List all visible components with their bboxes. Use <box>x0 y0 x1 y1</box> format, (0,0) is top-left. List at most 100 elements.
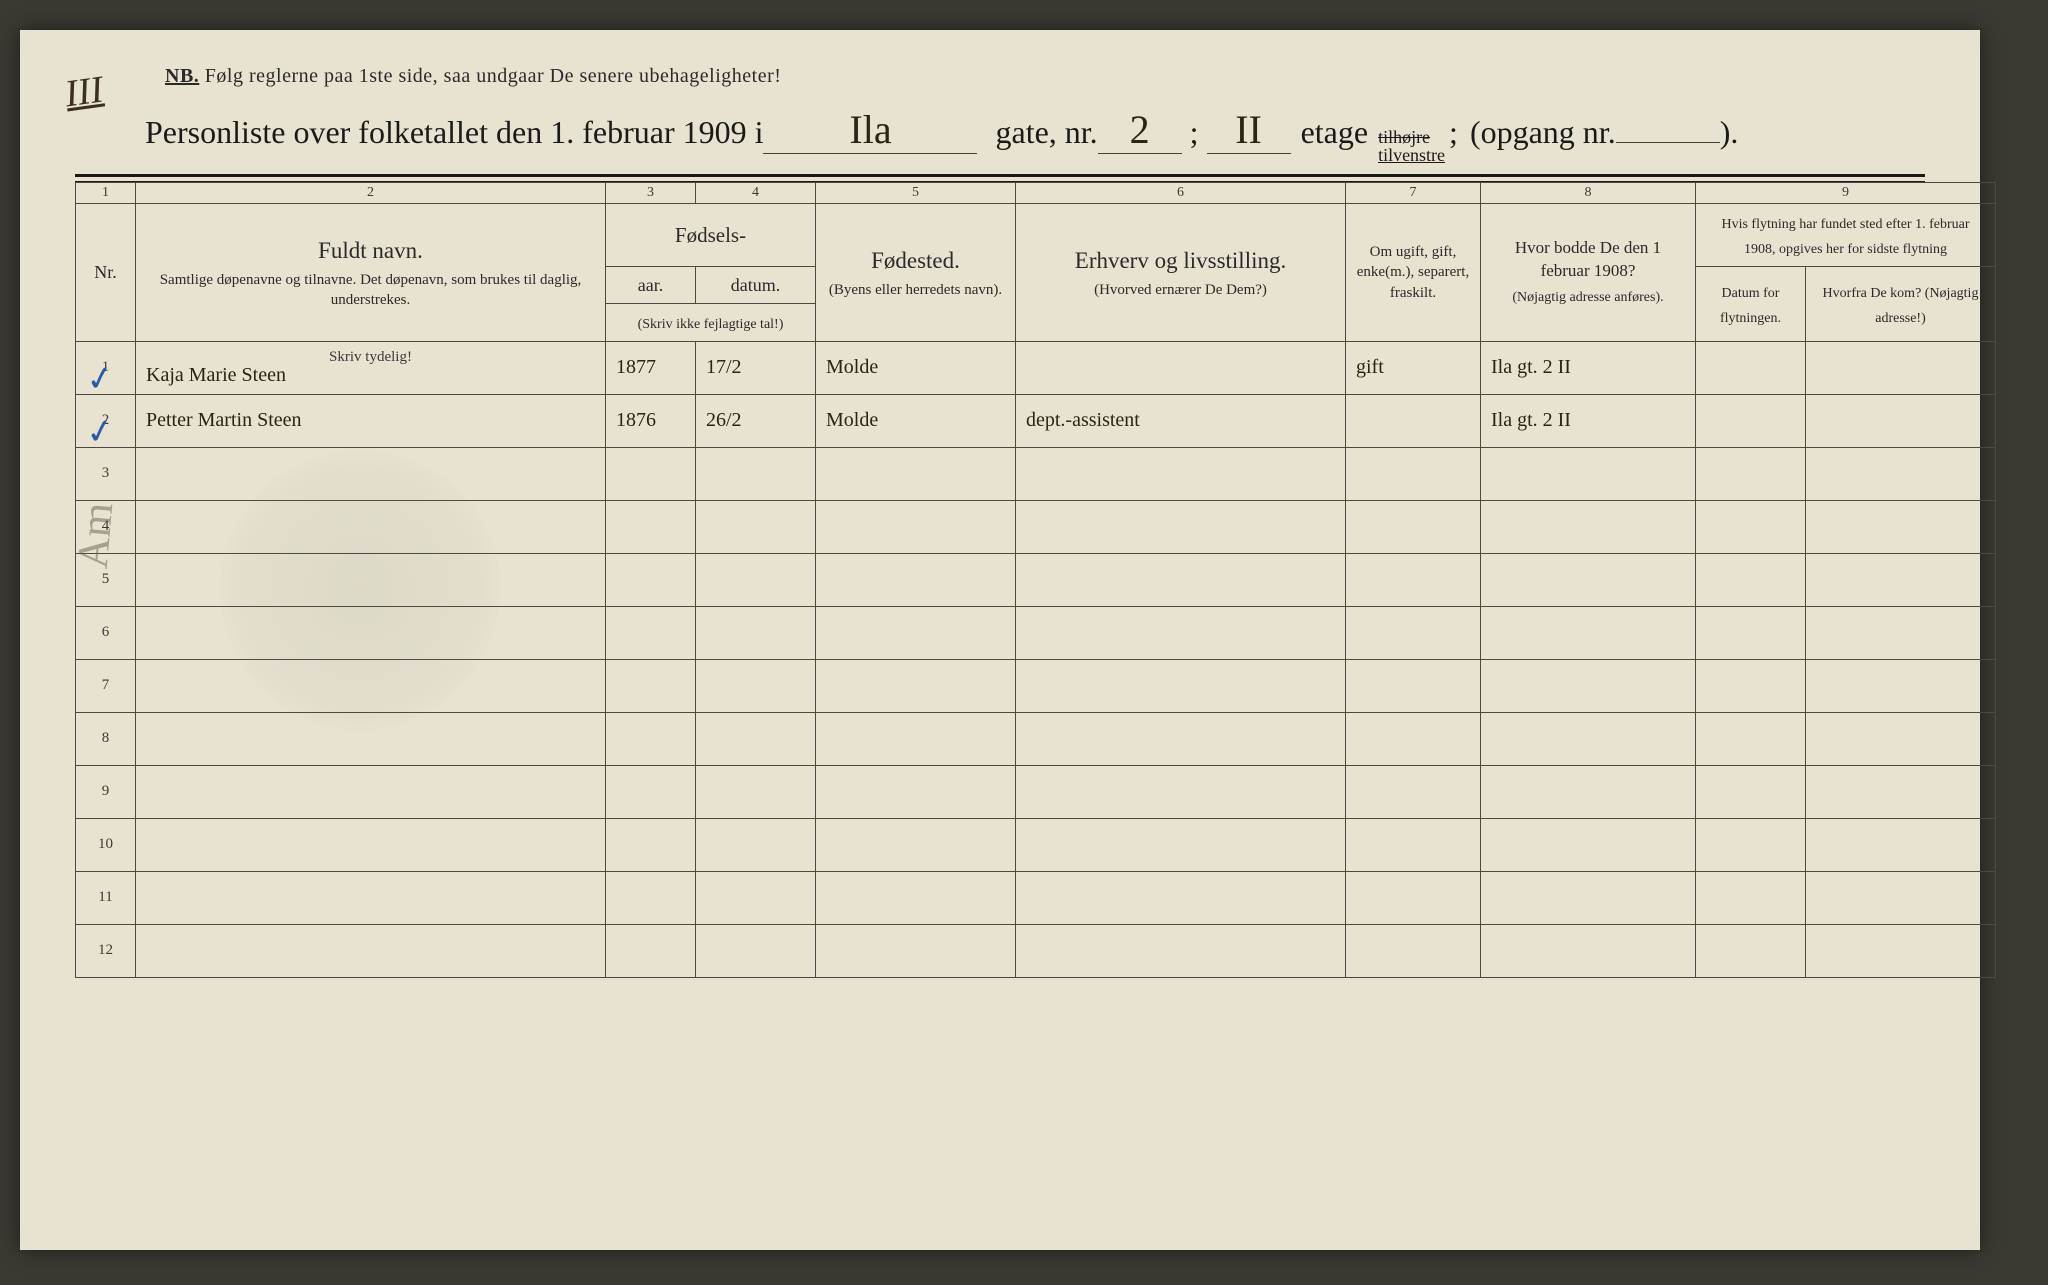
cell-empty <box>606 447 696 500</box>
cell-empty <box>1481 553 1696 606</box>
cell-empty <box>1696 500 1806 553</box>
header-flyt-datum: Datum for flytningen. <box>1696 266 1806 341</box>
cell-empty <box>606 500 696 553</box>
cell-empty <box>606 871 696 924</box>
cell-empty <box>606 606 696 659</box>
cell-fodested: Molde <box>816 341 1016 394</box>
cell-empty <box>1016 553 1346 606</box>
street-name-field: Ila <box>763 106 977 154</box>
colnum-4: 4 <box>696 183 816 204</box>
cell-empty <box>606 712 696 765</box>
cell-empty <box>136 659 606 712</box>
opgang-field <box>1616 142 1720 143</box>
header-flytning-text: Hvis flytning har fundet sted efter 1. f… <box>1721 217 1969 257</box>
semicolon: ; <box>1190 114 1199 151</box>
cell-empty <box>696 712 816 765</box>
cell-empty <box>606 553 696 606</box>
cell-empty <box>1346 500 1481 553</box>
header-skriv-ikke: (Skriv ikke fejlagtige tal!) <box>606 304 816 342</box>
cell-empty <box>136 924 606 977</box>
cell-empty <box>1696 447 1806 500</box>
header-nr: Nr. <box>76 204 136 342</box>
cell-empty <box>1696 871 1806 924</box>
cell-empty <box>1346 606 1481 659</box>
cell-erhverv: dept.-assistent <box>1016 394 1346 447</box>
cell-empty <box>1481 924 1696 977</box>
census-form-page: III Am NB. Følg reglerne paa 1ste side, … <box>20 30 1980 1250</box>
header-fodested: Fødested. (Byens eller herredets navn). <box>816 204 1016 342</box>
title-prefix: Personliste over folketallet den 1. febr… <box>145 114 763 151</box>
header-bodde-sub: (Nøjagtig adresse anføres). <box>1512 290 1663 305</box>
cell-empty <box>1696 712 1806 765</box>
corner-roman-numeral: III <box>62 68 106 117</box>
header-erhverv-main: Erhverv og livsstilling. <box>1024 245 1337 276</box>
header-fodested-main: Fødested. <box>824 245 1007 276</box>
table-row: 5 <box>76 553 1996 606</box>
table-row: 9 <box>76 765 1996 818</box>
cell-empty <box>606 818 696 871</box>
row-nr: 4 <box>76 500 136 553</box>
cell-empty <box>696 924 816 977</box>
gate-label: gate, nr. <box>995 114 1097 151</box>
cell-empty <box>1806 765 1996 818</box>
cell-empty <box>1806 871 1996 924</box>
cell-empty <box>606 765 696 818</box>
row-nr: 11 <box>76 871 136 924</box>
census-table: 1 2 3 4 5 6 7 8 9 Nr. Fuldt navn. Samtli… <box>75 182 1996 978</box>
cell-datum: 26/2 <box>696 394 816 447</box>
row-nr: 9 <box>76 765 136 818</box>
opgang-label: (opgang nr. <box>1470 114 1616 151</box>
cell-empty <box>136 818 606 871</box>
cell-empty <box>696 606 816 659</box>
cell-empty <box>1481 606 1696 659</box>
header-bodde: Hvor bodde De den 1 februar 1908? (Nøjag… <box>1481 204 1696 342</box>
cell-empty <box>1806 818 1996 871</box>
cell-flyt-hvorfra <box>1806 341 1996 394</box>
cell-empty <box>816 924 1016 977</box>
header-flyt-datum-text: Datum for flytningen. <box>1720 286 1781 326</box>
cell-empty <box>136 447 606 500</box>
cell-empty <box>1481 712 1696 765</box>
nb-label: NB. <box>165 65 199 87</box>
header-datum: datum. <box>696 266 816 303</box>
header-erhverv-sub: (Hvorved ernærer De Dem?) <box>1024 280 1337 300</box>
cell-empty <box>1696 818 1806 871</box>
table-row: 6 <box>76 606 1996 659</box>
cell-empty <box>816 606 1016 659</box>
cell-empty <box>1696 606 1806 659</box>
table-row: 10 <box>76 818 1996 871</box>
cell-empty <box>1481 765 1696 818</box>
header-fodsels: Fødsels- <box>606 204 816 267</box>
header-bodde-main: Hvor bodde De den 1 februar 1908? <box>1489 237 1687 283</box>
header-row-1: Nr. Fuldt navn. Samtlige døpenavne og ti… <box>76 204 1996 267</box>
table-row: 12 <box>76 924 1996 977</box>
cell-empty <box>1481 447 1696 500</box>
cell-empty <box>816 765 1016 818</box>
cell-empty <box>606 659 696 712</box>
table-row: 4 <box>76 500 1996 553</box>
header-erhverv: Erhverv og livsstilling. (Hvorved ernære… <box>1016 204 1346 342</box>
row-nr: ✓ 2 <box>76 394 136 447</box>
colnum-2: 2 <box>136 183 606 204</box>
colnum-8: 8 <box>1481 183 1696 204</box>
cell-empty <box>1346 553 1481 606</box>
cell-empty <box>696 447 816 500</box>
cell-empty <box>136 606 606 659</box>
cell-empty <box>816 712 1016 765</box>
etage-field: II <box>1207 106 1291 154</box>
cell-empty <box>1481 818 1696 871</box>
header-flyt-hvorfra: Hvorfra De kom? (Nøjagtig adresse!) <box>1806 266 1996 341</box>
nb-text: Følg reglerne paa 1ste side, saa undgaar… <box>205 65 782 87</box>
cell-empty <box>1016 447 1346 500</box>
cell-aar: 1877 <box>606 341 696 394</box>
header-aar: aar. <box>606 266 696 303</box>
row-nr: 7 <box>76 659 136 712</box>
cell-empty <box>1806 553 1996 606</box>
cell-empty <box>136 765 606 818</box>
colnum-7: 7 <box>1346 183 1481 204</box>
gate-nr-field: 2 <box>1098 106 1182 154</box>
cell-empty <box>1346 765 1481 818</box>
cell-erhverv <box>1016 341 1346 394</box>
cell-empty <box>1696 659 1806 712</box>
cell-empty <box>1346 871 1481 924</box>
